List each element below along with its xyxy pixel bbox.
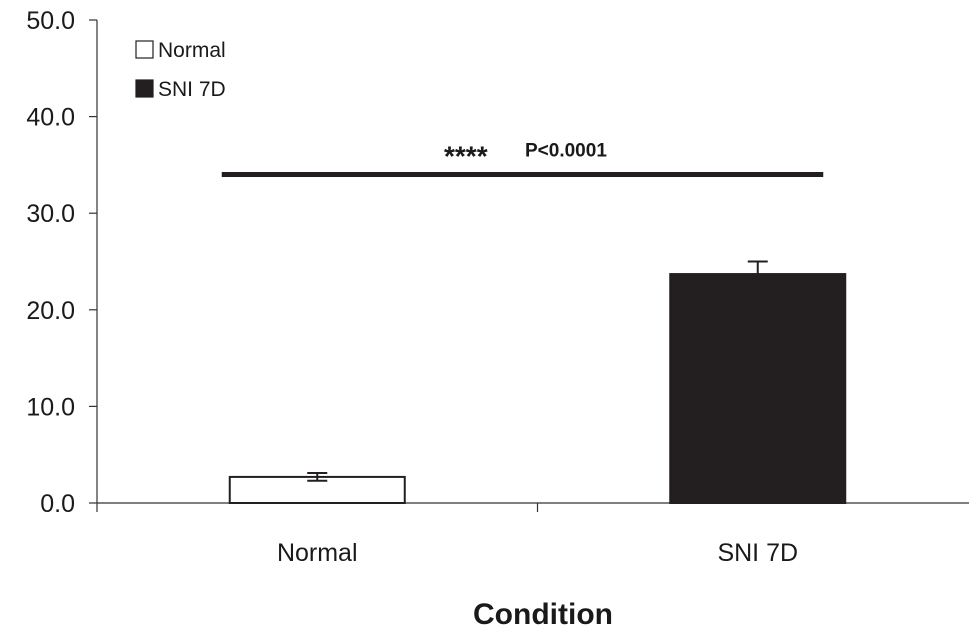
y-tick-label: 10.0 xyxy=(26,393,75,421)
y-tick-label: 50.0 xyxy=(26,7,75,35)
y-tick-label: 30.0 xyxy=(26,200,75,228)
y-ticks xyxy=(89,19,97,504)
category-labels: Normal SNI 7D xyxy=(277,539,798,567)
legend-label-normal: Normal xyxy=(158,39,226,62)
bar-sni-7d xyxy=(669,273,847,505)
y-tick-label: 0.0 xyxy=(40,490,75,518)
legend-label-sni-7d: SNI 7D xyxy=(158,78,226,101)
x-axis-title: Condition xyxy=(473,598,613,631)
legend-swatch-normal xyxy=(135,40,154,59)
legend: Normal SNI 7D xyxy=(135,39,226,101)
legend-swatch-sni-7d xyxy=(135,79,154,98)
x-ticks xyxy=(96,503,539,512)
x-tick-label: SNI 7D xyxy=(717,539,798,567)
y-tick-label: 20.0 xyxy=(26,297,75,325)
significance-stars: **** xyxy=(444,141,488,172)
x-tick-label: Normal xyxy=(277,539,358,567)
y-tick-labels: 0.0 10.0 20.0 30.0 40.0 50.0 xyxy=(26,7,75,518)
y-tick-label: 40.0 xyxy=(26,104,75,132)
bars-group xyxy=(228,260,847,505)
p-value-label: P<0.0001 xyxy=(525,141,607,162)
